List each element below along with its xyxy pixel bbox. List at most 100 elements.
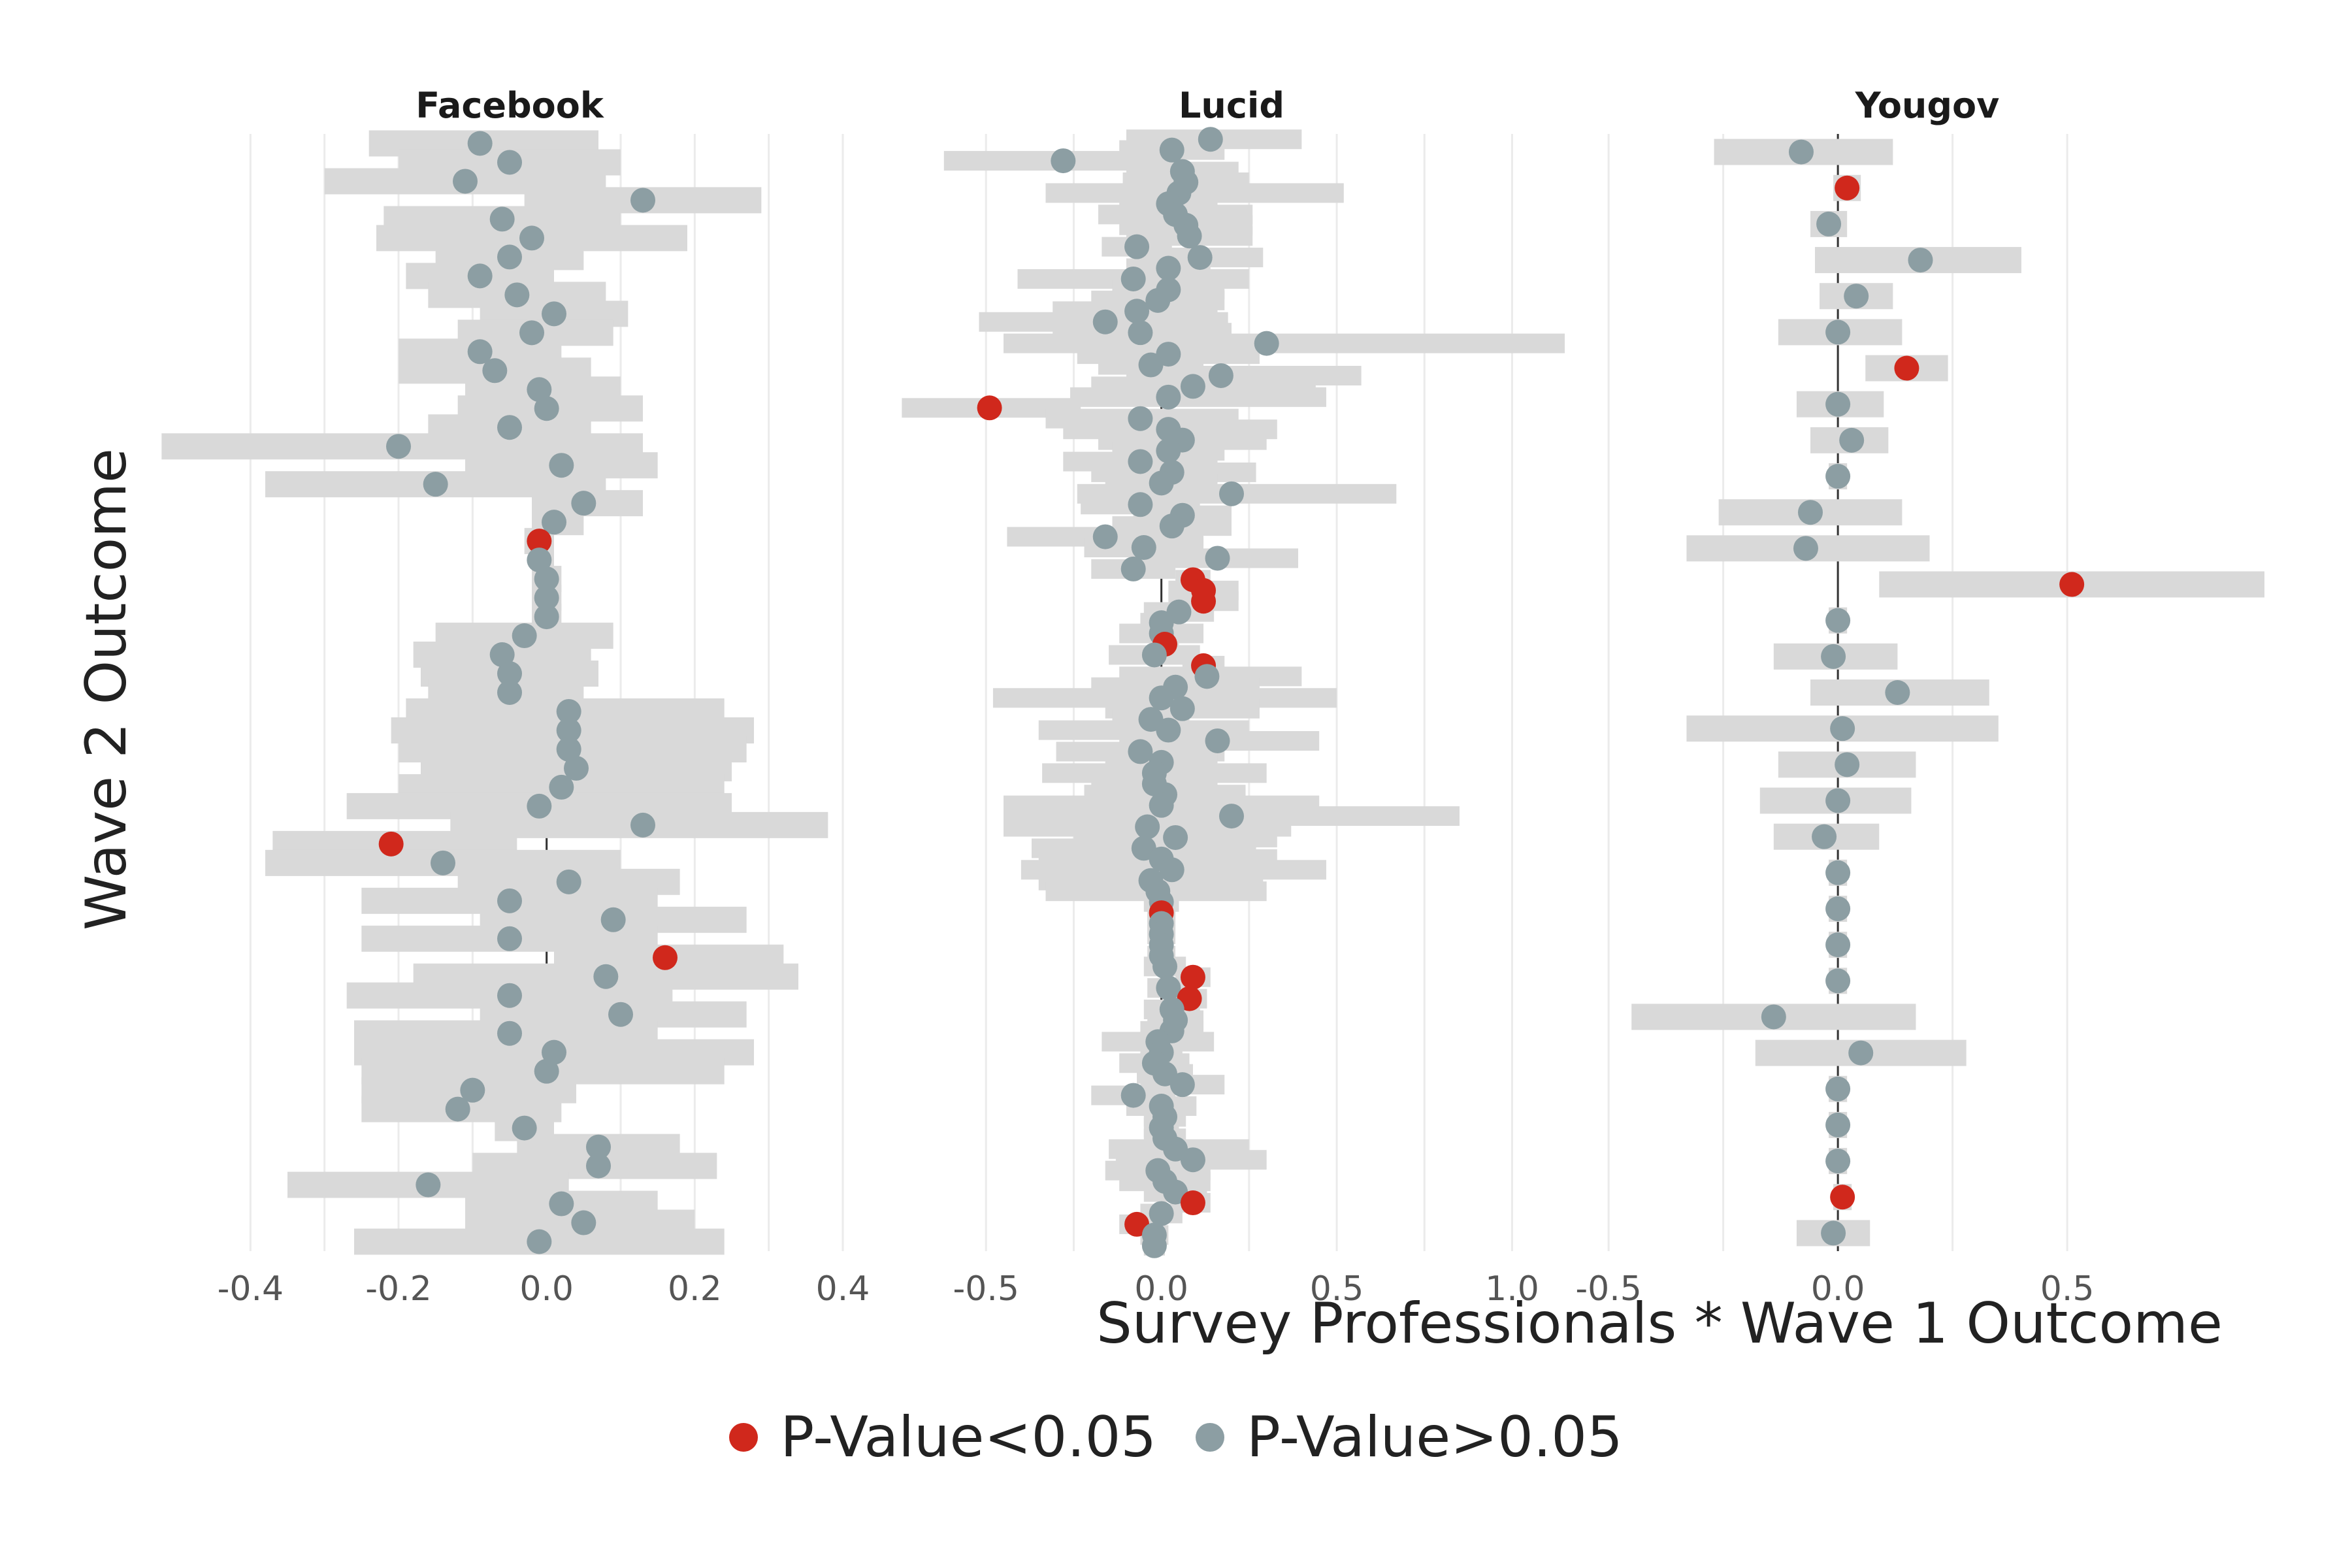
point-not-significant [512,623,537,649]
point-not-significant [504,282,530,308]
point-not-significant [542,1039,566,1065]
x-tick-label: -0.2 [365,1269,431,1309]
point-not-significant [1128,739,1153,764]
point-not-significant [608,1002,633,1027]
point-not-significant [489,642,515,668]
point-significant [1830,1184,1855,1210]
point-not-significant [519,225,544,251]
point-significant [1894,355,1919,381]
point-not-significant [630,188,655,213]
point-not-significant [1128,320,1153,346]
point-not-significant [1145,287,1171,313]
point-not-significant [1156,384,1181,410]
point-not-significant [1135,814,1160,840]
legend-label-significant: P-Value<0.05 [780,1405,1156,1470]
point-not-significant [1848,1040,1874,1066]
point-not-significant [549,453,574,478]
legend-item-significant: P-Value<0.05 [729,1405,1156,1470]
point-not-significant [527,377,552,402]
point-not-significant [1254,331,1279,356]
point-not-significant [497,680,522,705]
point-not-significant [1205,546,1230,571]
point-not-significant [571,491,596,516]
point-not-significant [1159,857,1184,883]
point-not-significant [586,1153,611,1179]
point-not-significant [1124,234,1150,259]
facet-title: Yougov [1855,85,2000,126]
point-not-significant [1131,535,1156,561]
point-not-significant [1138,352,1164,378]
point-not-significant [445,1096,470,1122]
point-not-significant [1825,896,1851,921]
legend-key-significant [729,1423,759,1452]
point-not-significant [556,869,581,894]
point-not-significant [1156,975,1181,1001]
point-not-significant [1149,1201,1174,1226]
point-not-significant [497,150,522,175]
point-not-significant [1141,1233,1167,1258]
point-not-significant [431,850,455,875]
point-not-significant [460,1077,485,1103]
point-not-significant [1816,211,1842,237]
point-not-significant [1821,644,1846,669]
point-not-significant [386,434,411,459]
x-tick-label: -0.5 [1575,1269,1641,1309]
point-not-significant [1825,319,1851,345]
point-not-significant [1839,427,1865,453]
point-not-significant [534,585,559,611]
point-not-significant [1885,680,1910,705]
point-significant [1180,1190,1205,1216]
point-not-significant [527,1229,552,1254]
point-not-significant [497,983,522,1008]
point-not-significant [416,1172,441,1198]
point-not-significant [1208,363,1233,388]
point-not-significant [534,566,559,592]
point-not-significant [1120,556,1146,581]
point-not-significant [534,604,559,630]
point-not-significant [1159,514,1184,539]
point-not-significant [549,774,574,800]
point-not-significant [1825,608,1851,633]
point-not-significant [1825,1149,1851,1174]
point-not-significant [564,755,589,781]
point-not-significant [1149,470,1174,496]
point-not-significant [1169,1072,1195,1098]
point-not-significant [1812,824,1837,849]
point-not-significant [1198,127,1223,152]
point-not-significant [519,320,544,346]
point-not-significant [1177,223,1202,249]
point-not-significant [1156,717,1181,743]
point-not-significant [1821,1220,1846,1246]
legend-key-not-significant [1196,1423,1224,1452]
x-tick-label: 1.0 [1485,1269,1539,1309]
point-not-significant [1825,788,1851,813]
point-significant [1835,175,1860,201]
point-not-significant [1825,464,1851,489]
y-axis-label: Wave 2 Outcome [74,448,139,930]
point-significant [653,945,678,970]
point-not-significant [600,907,626,932]
point-not-significant [467,263,493,289]
point-not-significant [453,169,478,194]
point-not-significant [1835,752,1860,777]
point-not-significant [534,396,559,421]
point-not-significant [1163,825,1188,850]
point-not-significant [489,206,515,232]
point-not-significant [542,510,566,535]
point-not-significant [1825,1076,1851,1102]
point-not-significant [1205,728,1230,753]
point-not-significant [1825,1112,1851,1137]
x-tick-label: 0.0 [519,1269,574,1309]
legend: P-Value<0.05 P-Value>0.05 [0,1405,2352,1470]
x-tick-label: -0.5 [953,1269,1019,1309]
point-not-significant [593,964,619,989]
facet-title: Facebook [416,85,604,126]
point-not-significant [556,698,581,724]
facet-title: Lucid [1179,85,1284,126]
point-not-significant [1156,255,1181,281]
point-not-significant [1120,1083,1146,1108]
legend-item-not-significant: P-Value>0.05 [1196,1405,1623,1470]
point-not-significant [497,1021,522,1046]
point-not-significant [1120,266,1146,291]
